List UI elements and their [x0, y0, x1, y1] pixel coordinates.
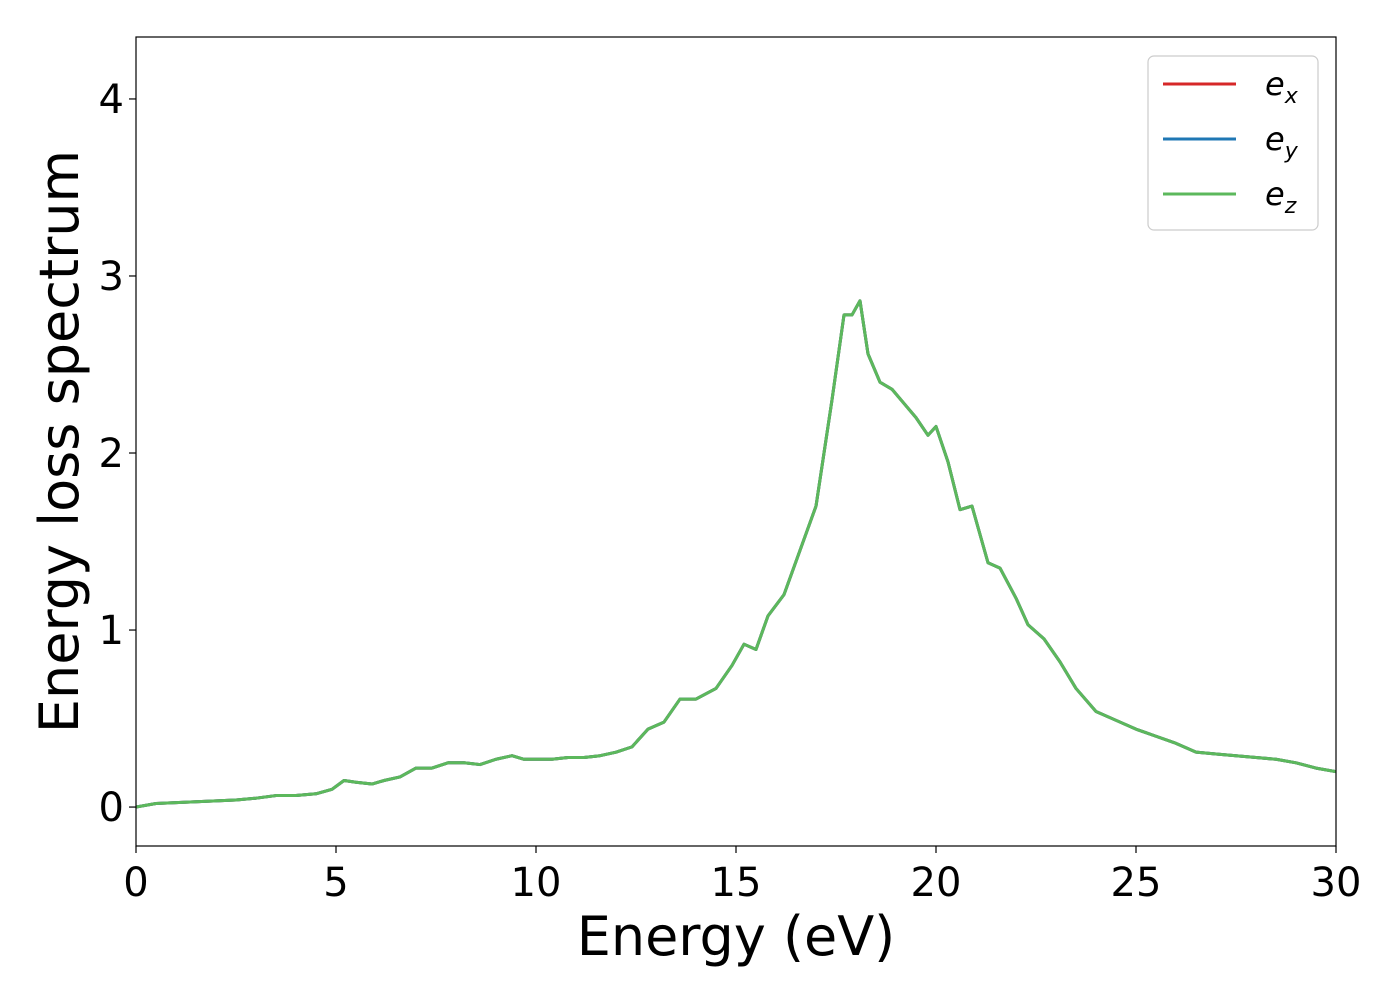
- x-tick-label: 15: [711, 860, 762, 906]
- x-tick-label: 10: [511, 860, 562, 906]
- legend-label: ex: [1265, 65, 1299, 109]
- legend-item: ez: [1163, 175, 1297, 219]
- legend-label-base: e: [1265, 65, 1285, 103]
- series-line-ex: [136, 299, 1336, 809]
- x-axis-ticks: 0 5 10 15 20 25 30: [123, 846, 1361, 906]
- y-axis-ticks: 0 1 2 3 4: [99, 77, 136, 831]
- legend-label-subscript: y: [1284, 139, 1299, 164]
- legend-item: ey: [1163, 120, 1299, 164]
- y-tick-label: 1: [99, 608, 124, 654]
- series-line-ey: [136, 299, 1336, 809]
- x-tick-label: 5: [323, 860, 348, 906]
- x-tick-label: 20: [911, 860, 962, 906]
- y-tick-label: 3: [99, 254, 124, 300]
- y-axis-label: Energy loss spectrum: [28, 150, 91, 733]
- y-tick-label: 0: [99, 785, 124, 831]
- legend-label-subscript: z: [1284, 194, 1297, 219]
- x-tick-label: 30: [1311, 860, 1362, 906]
- legend-label-base: e: [1265, 175, 1285, 213]
- legend-label: ez: [1265, 175, 1297, 219]
- legend-label-subscript: x: [1284, 84, 1299, 109]
- legend-label-base: e: [1265, 120, 1285, 158]
- legend-box: [1147, 55, 1319, 231]
- y-tick-label: 4: [99, 77, 124, 123]
- legend-item: ex: [1163, 65, 1299, 109]
- y-tick-label: 2: [99, 431, 124, 477]
- x-axis-label: Energy (eV): [577, 905, 896, 968]
- legend-label: ey: [1265, 120, 1299, 164]
- x-tick-label: 0: [123, 860, 148, 906]
- series-line-ez: [136, 299, 1336, 809]
- x-tick-label: 25: [1111, 860, 1162, 906]
